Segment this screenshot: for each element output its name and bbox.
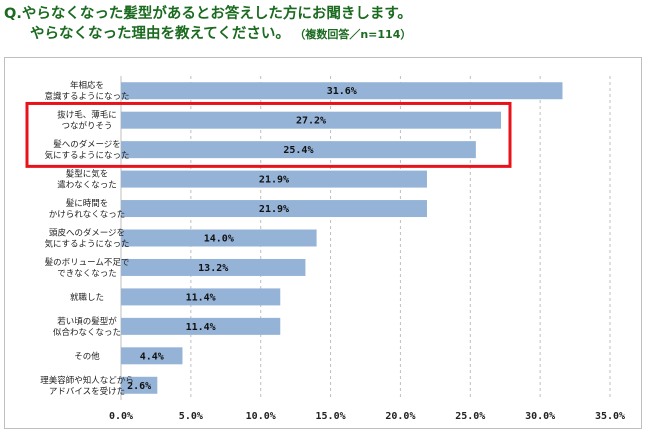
bar — [121, 141, 476, 159]
bar — [121, 111, 502, 129]
question-line-2-text: やらなくなった理由を教えてください。 — [30, 26, 290, 42]
category-label-line: 髪へのダメージを — [53, 139, 121, 150]
question-line-1: Q.やらなくなった髪型があるとお答えした方にお聞きします。 — [4, 6, 412, 22]
highlight-box — [25, 101, 512, 168]
category-label-line: かけられなくなった — [49, 210, 126, 220]
category-label: 髪へのダメージを気にするようになった — [44, 139, 129, 161]
category-label-line: 髪型に気を — [66, 169, 109, 180]
x-tick-label: 35.0% — [595, 411, 625, 422]
category-label-line: 年相応を — [70, 80, 104, 91]
data-label: 2.6% — [127, 381, 151, 392]
category-label-line: つながりそう — [61, 121, 112, 132]
bar — [121, 288, 281, 306]
category-label-line: 遣わなくなった — [57, 180, 117, 191]
x-tick-label: 30.0% — [525, 411, 555, 422]
category-label-line: 髪のボリューム不足で — [45, 257, 130, 268]
category-label-line: 似合わなくなった — [53, 327, 121, 338]
category-label-line: 若い頃の髪型が — [57, 316, 117, 327]
x-tick-label: 20.0% — [385, 411, 415, 422]
category-label: 髪に時間をかけられなくなった — [49, 198, 126, 220]
data-label: 21.9% — [259, 204, 289, 215]
category-label-line: アドバイスを受けた — [49, 386, 125, 397]
gridlines — [120, 76, 611, 400]
data-label: 25.4% — [283, 145, 313, 156]
chart-frame — [4, 57, 642, 429]
bar — [121, 229, 317, 247]
data-label: 11.4% — [186, 292, 216, 303]
bar — [121, 347, 183, 365]
category-label: 年相応を意識するようになった — [44, 80, 129, 102]
data-label: 4.4% — [140, 351, 164, 362]
category-label-line: 意識するようになった — [44, 91, 129, 102]
category-label-line: できなくなった — [57, 269, 117, 279]
question-title: Q.やらなくなった髪型があるとお答えした方にお聞きします。 やらなくなった理由を… — [4, 4, 412, 45]
category-label: 若い頃の髪型が似合わなくなった — [53, 316, 121, 338]
category-label: 抜け毛、薄毛につながりそう — [57, 110, 117, 132]
data-label: 21.9% — [259, 175, 289, 186]
x-tick-label: 15.0% — [316, 411, 346, 422]
x-tick-label: 25.0% — [455, 411, 485, 422]
category-label-line: 就職した — [70, 292, 104, 303]
bar — [121, 82, 563, 100]
data-label: 13.2% — [198, 263, 228, 274]
category-label-line: 気にするようになった — [44, 239, 129, 250]
x-tick-label: 5.0% — [179, 411, 203, 422]
bars: 31.6% 27.2% 25.4% 21.9% 21.9% 14.0% 13.2% 11.4%… — [121, 82, 563, 394]
data-label: 11.4% — [186, 322, 216, 333]
category-label: 髪型に気を遣わなくなった — [57, 169, 117, 191]
category-label-line: その他 — [74, 351, 100, 362]
category-label: 髪のボリューム不足でできなくなった — [45, 257, 130, 279]
highlight-boxes — [25, 101, 512, 168]
category-label: 頭皮へのダメージを気にするようになった — [44, 228, 129, 250]
category-label-line: 髪に時間を — [66, 198, 109, 209]
category-label-line: 理美容師や知人などから — [40, 375, 134, 386]
data-label: 31.6% — [327, 86, 357, 97]
bar — [121, 376, 158, 394]
category-label-line: 頭皮へのダメージを — [49, 228, 125, 239]
category-label: 就職した — [70, 292, 104, 303]
sample-note: （複数回答／n=114） — [299, 28, 412, 41]
x-tick-label: 0.0% — [109, 411, 133, 422]
bar — [121, 200, 427, 218]
bar — [121, 258, 306, 276]
bar — [121, 170, 427, 188]
bar — [121, 317, 281, 335]
category-label: その他 — [74, 351, 100, 362]
x-tick-labels: 0.0% 5.0% 10.0% 15.0% 20.0% 25.0% 30.0% 35.0% — [109, 411, 625, 422]
x-tick-label: 10.0% — [246, 411, 276, 422]
data-label: 14.0% — [204, 234, 234, 245]
category-labels: 年相応を意識するようになった抜け毛、薄毛につながりそう髪へのダメージを気にするよ… — [40, 80, 134, 397]
data-label: 27.2% — [296, 116, 326, 127]
category-label: 理美容師や知人などからアドバイスを受けた — [40, 375, 134, 397]
question-line-2: やらなくなった理由を教えてください。 （複数回答／n=114） — [4, 24, 412, 45]
category-label-line: 抜け毛、薄毛に — [57, 110, 117, 121]
category-label-line: 気にするようになった — [44, 150, 129, 161]
